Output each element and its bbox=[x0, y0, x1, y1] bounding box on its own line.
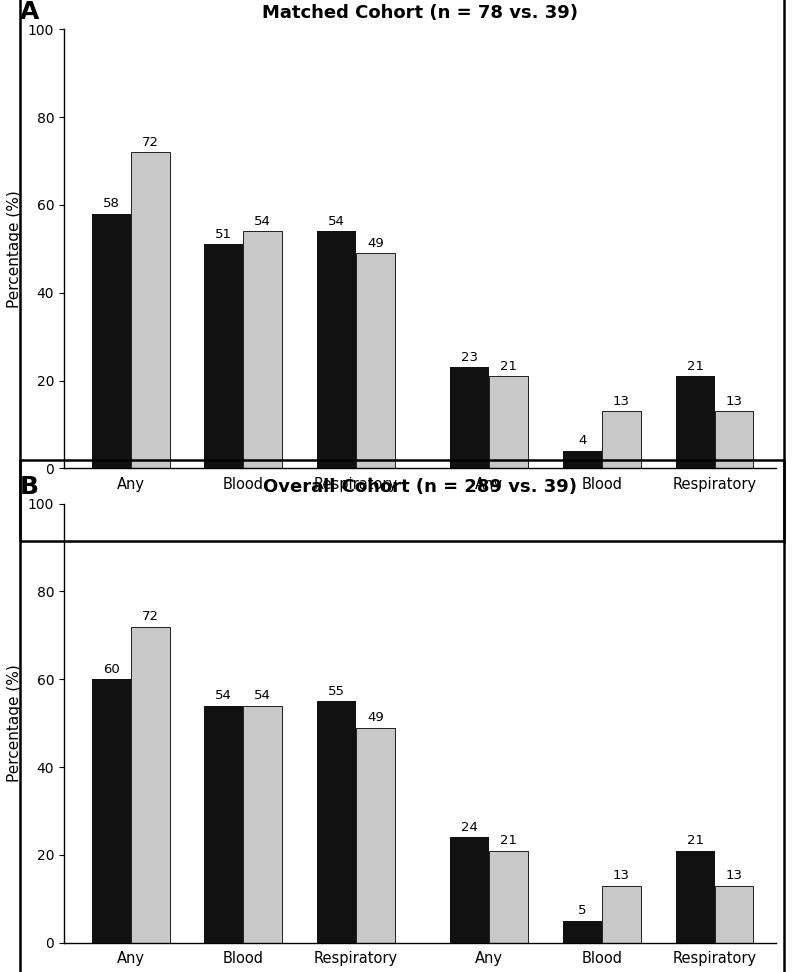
Bar bbox=[489, 850, 528, 943]
Bar bbox=[714, 885, 754, 943]
Bar bbox=[356, 728, 395, 943]
Y-axis label: Percentage (%): Percentage (%) bbox=[7, 664, 22, 782]
Text: 23: 23 bbox=[461, 351, 478, 364]
Text: 13: 13 bbox=[726, 869, 742, 883]
Text: 13: 13 bbox=[726, 395, 742, 408]
Bar bbox=[130, 627, 170, 943]
Text: 21: 21 bbox=[500, 360, 517, 372]
Bar bbox=[602, 885, 641, 943]
Bar bbox=[602, 411, 641, 469]
Text: A: A bbox=[20, 0, 39, 24]
Text: 13: 13 bbox=[613, 395, 630, 408]
Bar bbox=[563, 451, 602, 469]
Bar bbox=[563, 920, 602, 943]
Bar bbox=[204, 706, 243, 943]
Text: 54: 54 bbox=[328, 215, 345, 227]
Bar bbox=[317, 701, 356, 943]
Text: 49: 49 bbox=[367, 236, 384, 250]
Text: 54: 54 bbox=[215, 689, 232, 702]
Text: B: B bbox=[20, 474, 39, 499]
Text: 54: 54 bbox=[254, 215, 271, 227]
Text: 51: 51 bbox=[215, 227, 232, 241]
Text: 21: 21 bbox=[686, 360, 703, 372]
Bar bbox=[204, 244, 243, 469]
Bar bbox=[130, 153, 170, 469]
Bar bbox=[92, 679, 130, 943]
Text: 5: 5 bbox=[578, 904, 586, 918]
Text: 72: 72 bbox=[142, 610, 158, 623]
Text: 24: 24 bbox=[462, 821, 478, 834]
Bar bbox=[676, 850, 714, 943]
Bar bbox=[676, 376, 714, 469]
Bar bbox=[450, 838, 489, 943]
Text: 60: 60 bbox=[102, 663, 119, 676]
Bar bbox=[243, 231, 282, 469]
Bar bbox=[450, 367, 489, 469]
Bar bbox=[714, 411, 754, 469]
Text: 21: 21 bbox=[500, 834, 517, 847]
Bar bbox=[317, 231, 356, 469]
Bar bbox=[356, 253, 395, 469]
Text: 58: 58 bbox=[102, 197, 119, 210]
Title: Overall Cohort (n = 289 vs. 39): Overall Cohort (n = 289 vs. 39) bbox=[263, 478, 577, 497]
Text: 55: 55 bbox=[328, 684, 345, 698]
Bar bbox=[489, 376, 528, 469]
Text: 54: 54 bbox=[254, 689, 271, 702]
Text: 72: 72 bbox=[142, 136, 158, 149]
Y-axis label: Percentage (%): Percentage (%) bbox=[7, 190, 22, 308]
Text: 49: 49 bbox=[367, 712, 384, 724]
Text: 4: 4 bbox=[578, 434, 586, 447]
Bar bbox=[243, 706, 282, 943]
Text: 21: 21 bbox=[686, 834, 703, 847]
Title: Matched Cohort (n = 78 vs. 39): Matched Cohort (n = 78 vs. 39) bbox=[262, 4, 578, 22]
Bar bbox=[92, 214, 130, 469]
Text: 13: 13 bbox=[613, 869, 630, 883]
